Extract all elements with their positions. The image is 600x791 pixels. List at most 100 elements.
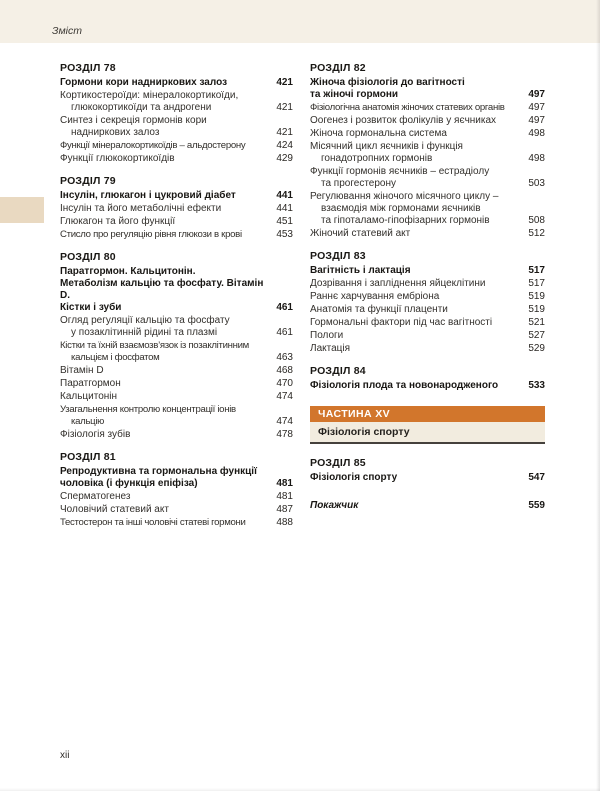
toc-entry: Жіночий статевий акт 512: [310, 228, 545, 240]
chapter-title-row: Гормони кори надниркових залоз 421: [60, 77, 293, 89]
toc-entry: Фізіологія зубів 478: [60, 429, 293, 441]
chapter-page-number: 461: [276, 302, 293, 313]
toc-entry-page-number: 441: [276, 203, 293, 214]
toc-entry: Вітамін D 468: [60, 365, 293, 377]
toc-entry: Пологи 527: [310, 330, 545, 342]
toc-entry-title: Фізіологія зубів: [60, 429, 131, 440]
toc-entry-page-number: 421: [276, 127, 293, 138]
toc-entry: Функції мінералокортикоїдів – альдостеро…: [60, 140, 293, 152]
toc-section: РОЗДІЛ 80 Паратгормон. Кальцитонін. Метаб…: [60, 251, 293, 441]
toc-entry-title: Кортикостероїди: мінералокортикоїди, глю…: [60, 90, 239, 113]
toc-section: РОЗДІЛ 83 Вагітність і лактація 517 Дозріва…: [310, 250, 545, 355]
toc-entry-page-number: 529: [528, 343, 545, 354]
toc-entry: Синтез і секреція гормонів кори наднирко…: [60, 115, 293, 139]
toc-entry-title: Дозрівання і запліднення яйцеклітини: [310, 278, 486, 289]
part-banner: ЧАСТИНА XV Фізіологія спорту: [310, 406, 545, 444]
chapter-title-row: Вагітність і лактація 517: [310, 265, 545, 277]
toc-entry-page-number: 451: [276, 216, 293, 227]
toc-section: РОЗДІЛ 79 Інсулін, глюкагон і цукровий ді…: [60, 175, 293, 241]
page-top-band: [0, 0, 600, 43]
chapter-title: Інсулін, глюкагон і цукровий діабет: [60, 190, 236, 201]
chapter-title-row: Жіноча фізіологія до вагітності та жіноч…: [310, 77, 545, 101]
page-edge-shadow-bottom: [0, 788, 600, 791]
toc-entry: Глюкагон та його функції 451: [60, 216, 293, 228]
toc-entry: Функції глюкокортикоїдів 429: [60, 153, 293, 165]
toc-entry-page-number: 497: [528, 115, 545, 126]
toc-entry: Кортикостероїди: мінералокортикоїди, глю…: [60, 90, 293, 114]
index-entry: Покажчик 559: [310, 500, 545, 512]
chapter-title-row: Фізіологія плода та новонародженого 533: [310, 380, 545, 392]
chapter-title: Паратгормон. Кальцитонін. Метаболізм кал…: [60, 266, 264, 313]
toc-entry-page-number: 517: [528, 278, 545, 289]
toc-entry-page-number: 519: [528, 291, 545, 302]
chapter-title: Фізіологія спорту: [310, 472, 398, 483]
toc-entry-title: Сперматогенез: [60, 491, 131, 502]
chapter-title: Вагітність і лактація: [310, 265, 411, 276]
part-number-banner: ЧАСТИНА XV: [310, 406, 545, 422]
toc-section: РОЗДІЛ 84 Фізіологія плода та новонародже…: [310, 365, 545, 392]
part-title-banner: Фізіологія спорту: [310, 422, 545, 444]
chapter-page-number: 441: [276, 190, 293, 201]
toc-entry: Фізіологічна анатомія жіночих статевих о…: [310, 102, 545, 114]
chapter-number-label: РОЗДІЛ 79: [60, 175, 116, 187]
toc-entry-title: Тестостерон та інші чоловічі статеві гор…: [60, 517, 246, 528]
toc-entry-title: Раннє харчування ембріона: [310, 291, 440, 302]
toc-entry-page-number: 478: [276, 429, 293, 440]
toc-entry-title: Кальцитонін: [60, 391, 118, 402]
chapter-title-row: Репродуктивна та гормональна функції чол…: [60, 466, 293, 490]
toc-entry: Оогенез і розвиток фолікулів у яєчниках 4…: [310, 115, 545, 127]
toc-entry-title: Оогенез і розвиток фолікулів у яєчниках: [310, 115, 497, 126]
chapter-number-label: РОЗДІЛ 78: [60, 62, 116, 74]
toc-entry-page-number: 519: [528, 304, 545, 315]
page-number: xii: [60, 750, 70, 761]
toc-entry: Паратгормон 470: [60, 378, 293, 390]
toc-entry-page-number: 474: [276, 391, 293, 402]
toc-entry: Дозрівання і запліднення яйцеклітини 517: [310, 278, 545, 290]
chapter-number-label: РОЗДІЛ 81: [60, 451, 116, 463]
toc-section: РОЗДІЛ 81 Репродуктивна та гормональна фу…: [60, 451, 293, 529]
chapter-title: Гормони кори надниркових залоз: [60, 77, 228, 88]
toc-entry: Чоловічий статевий акт 487: [60, 504, 293, 516]
toc-entry-page-number: 498: [528, 128, 545, 139]
toc-section: РОЗДІЛ 78 Гормони кори надниркових залоз 4…: [60, 62, 293, 165]
toc-entry: Місячний цикл яєчників і функція гонадот…: [310, 141, 545, 165]
toc-entry-title: Глюкагон та його функції: [60, 216, 176, 227]
toc-entry-title: Функції гормонів яєчників – естрадіолу т…: [310, 166, 490, 189]
chapter-page-number: 517: [528, 265, 545, 276]
toc-entry-title: Чоловічий статевий акт: [60, 504, 169, 515]
toc-column-right: РОЗДІЛ 82 Жіноча фізіологія до вагітності…: [310, 62, 545, 512]
toc-entry-title: Узагальнення контролю концентрації іонів…: [60, 404, 236, 427]
toc-entry-title: Кістки та їхній взаємозв’язок із позаклі…: [60, 340, 249, 363]
chapter-number-label: РОЗДІЛ 82: [310, 62, 366, 74]
toc-entry-title: Функції глюкокортикоїдів: [60, 153, 175, 164]
toc-entry-title: Паратгормон: [60, 378, 121, 389]
toc-entry-page-number: 474: [276, 416, 293, 427]
toc-entry-page-number: 508: [528, 215, 545, 226]
chapter-page-number: 421: [276, 77, 293, 88]
toc-entry-page-number: 497: [528, 102, 545, 113]
toc-entry-title: Огляд регуляції кальцію та фосфату у поз…: [60, 315, 230, 338]
toc-entry-page-number: 424: [276, 140, 293, 151]
toc-entry-page-number: 487: [276, 504, 293, 515]
toc-entry-title: Регулювання жіночого місячного циклу – в…: [310, 191, 499, 226]
toc-entry: Раннє харчування ембріона 519: [310, 291, 545, 303]
chapter-title: Репродуктивна та гормональна функції чол…: [60, 466, 257, 489]
toc-entry-page-number: 470: [276, 378, 293, 389]
index-page-number: 559: [528, 500, 545, 511]
toc-entry-title: Жіночий статевий акт: [310, 228, 411, 239]
toc-entry: Огляд регуляції кальцію та фосфату у поз…: [60, 315, 293, 339]
chapter-number-label: РОЗДІЛ 80: [60, 251, 116, 263]
toc-entry: Узагальнення контролю концентрації іонів…: [60, 404, 293, 428]
toc-entry: Інсулін та його метаболічні ефекти 441: [60, 203, 293, 215]
toc-entry-title: Анатомія та функції плаценти: [310, 304, 448, 315]
chapter-edge-tab: [0, 197, 44, 223]
toc-entry-page-number: 421: [276, 102, 293, 113]
chapter-title-row: Інсулін, глюкагон і цукровий діабет 441: [60, 190, 293, 202]
chapter-number-label: РОЗДІЛ 85: [310, 457, 366, 469]
toc-entry-page-number: 521: [528, 317, 545, 328]
toc-column-left: РОЗДІЛ 78 Гормони кори надниркових залоз 4…: [60, 62, 293, 539]
toc-entry-title: Лактація: [310, 343, 351, 354]
toc-entry-title: Вітамін D: [60, 365, 104, 376]
toc-entry: Анатомія та функції плаценти 519: [310, 304, 545, 316]
